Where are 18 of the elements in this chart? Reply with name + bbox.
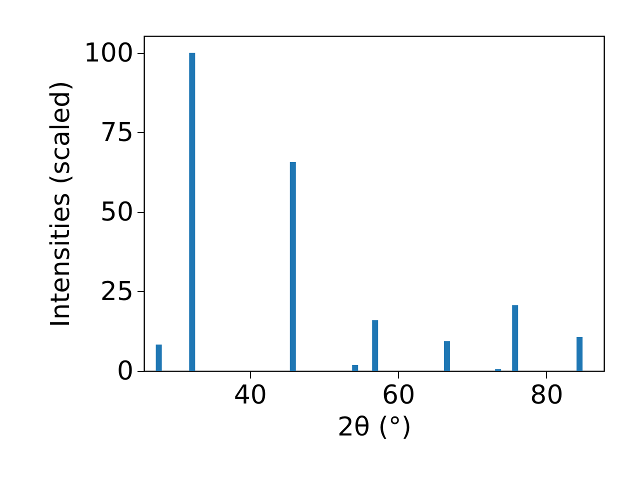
y-tick-label: 0	[116, 356, 134, 386]
x-axis-title: 2θ (°)	[337, 412, 412, 442]
y-tick-label: 75	[100, 118, 134, 148]
y-tick-label: 25	[100, 276, 134, 307]
bar	[352, 364, 358, 371]
bar	[512, 305, 518, 371]
y-tick-label: 50	[100, 197, 134, 228]
bar	[444, 341, 450, 371]
bar	[189, 52, 196, 371]
x-tick-label: 60	[382, 380, 416, 410]
x-tick-label: 40	[234, 380, 267, 410]
x-tick-label: 80	[530, 380, 564, 410]
bar	[156, 344, 162, 371]
bar	[576, 336, 583, 371]
y-tick-label: 100	[84, 38, 134, 68]
bar	[372, 320, 378, 371]
bar	[290, 162, 296, 371]
y-axis-title: Intensities (scaled)	[46, 80, 76, 328]
